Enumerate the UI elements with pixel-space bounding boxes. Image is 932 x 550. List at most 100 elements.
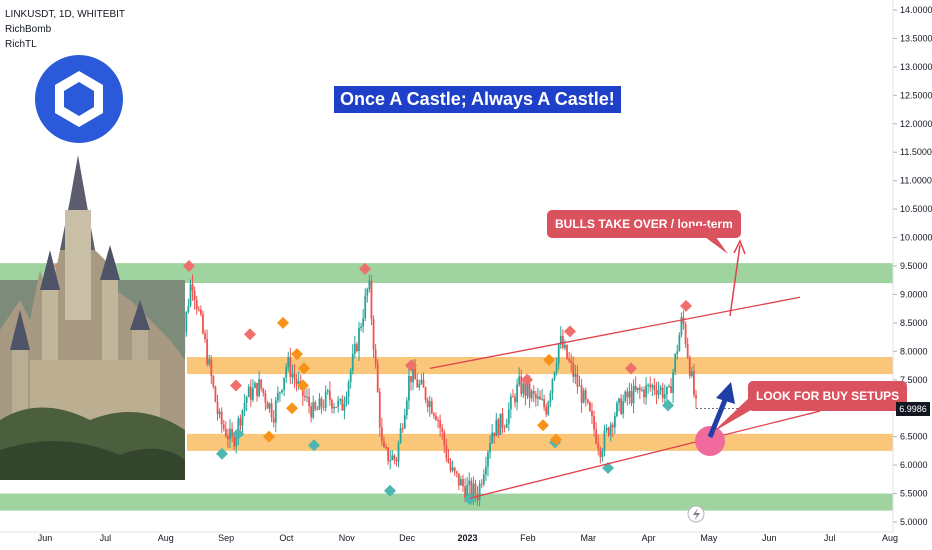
candle-body <box>399 428 402 443</box>
candle-body <box>208 359 211 365</box>
candle-body <box>532 391 535 394</box>
candle-body <box>202 314 204 334</box>
candle-body <box>389 460 392 462</box>
candle-body <box>432 413 435 416</box>
candle-body <box>472 483 475 497</box>
candle-body <box>491 432 494 443</box>
candle-body <box>539 396 541 400</box>
candle-body <box>497 419 500 435</box>
buy-signal-marker <box>308 439 320 452</box>
candle-body <box>328 390 331 401</box>
candle-body <box>347 382 350 398</box>
candle-body <box>197 309 200 311</box>
candle-body <box>574 374 577 377</box>
buy-signal-marker <box>464 493 476 506</box>
candle-body <box>682 317 685 325</box>
candle-body <box>620 398 623 414</box>
candle-body <box>686 344 689 358</box>
candle-body <box>314 402 317 410</box>
candle-body <box>349 370 352 383</box>
candle-body <box>643 389 645 398</box>
candle-body <box>324 391 327 408</box>
candle-body <box>684 324 687 345</box>
indicator-richbomb[interactable]: RichBomb <box>5 24 52 35</box>
candle-body <box>322 407 325 409</box>
candle-body <box>247 386 250 398</box>
candle-body <box>416 379 419 388</box>
candle-body <box>424 387 427 400</box>
candle-body <box>441 427 444 433</box>
y-tick-label: 8.5000 <box>900 318 928 328</box>
candle-body <box>212 376 215 387</box>
candle-body <box>507 409 510 424</box>
candle-body <box>185 311 188 332</box>
symbol-legend[interactable]: LINKUSDT, 1D, WHITEBIT <box>5 9 126 20</box>
candle-body <box>495 419 498 437</box>
candle-body <box>237 418 240 436</box>
candle-body <box>543 399 546 408</box>
candle-body <box>439 419 442 428</box>
candle-body <box>274 400 277 423</box>
candle-body <box>222 424 225 429</box>
candle-body <box>582 390 585 403</box>
candle-body <box>227 436 229 440</box>
candle-body <box>204 333 206 340</box>
candle-body <box>224 428 227 437</box>
candle-body <box>578 385 581 387</box>
y-tick-label: 12.5000 <box>900 90 932 100</box>
candle-body <box>549 393 552 403</box>
candle-body <box>568 358 571 361</box>
y-tick-label: 11.5000 <box>900 147 932 157</box>
x-tick-label: Aug <box>158 533 174 543</box>
indicator-richtl[interactable]: RichTL <box>5 39 37 50</box>
candle-body <box>364 295 367 319</box>
candle-body <box>376 363 379 392</box>
candle-body <box>316 409 319 411</box>
candle-body <box>641 389 643 391</box>
candle-body <box>466 485 469 498</box>
candle-body <box>233 436 236 447</box>
buy-arrow-icon <box>707 382 735 438</box>
candle-body <box>420 379 423 384</box>
y-tick-label: 12.0000 <box>900 119 932 129</box>
candle-body <box>303 395 306 398</box>
sell-signal-marker <box>564 325 576 338</box>
candle-body <box>649 384 652 388</box>
candle-body <box>210 359 213 377</box>
candle-body <box>672 371 675 394</box>
candle-body <box>220 411 223 425</box>
candle-body <box>385 447 387 449</box>
candle-body <box>663 394 666 399</box>
x-tick-label: Jul <box>824 533 836 543</box>
candle-body <box>199 309 202 315</box>
candle-body <box>609 424 612 436</box>
candle-body <box>279 392 281 394</box>
y-tick-label: 9.0000 <box>900 289 928 299</box>
candle-body <box>464 486 466 498</box>
candle-body <box>553 372 556 380</box>
candle-body <box>480 483 483 485</box>
markers-layer <box>54 260 692 506</box>
x-tick-label: Aug <box>882 533 898 543</box>
candle-body <box>266 402 269 409</box>
candle-body <box>231 428 233 437</box>
candle-body <box>312 402 315 418</box>
candle-body <box>688 357 691 376</box>
candle-body <box>580 385 583 403</box>
candle-body <box>189 284 192 306</box>
candle-body <box>308 396 310 407</box>
lightning-icon[interactable] <box>687 505 705 523</box>
candle-body <box>249 386 252 400</box>
candle-body <box>634 385 637 391</box>
buy-callout-pointer <box>713 396 751 432</box>
x-tick-label: 2023 <box>457 533 477 543</box>
pivot-marker <box>543 353 555 366</box>
candle-body <box>397 442 400 462</box>
candle-body <box>337 400 340 408</box>
sell-signal-marker <box>183 260 195 272</box>
candle-body <box>395 459 398 462</box>
y-tick-label: 5.0000 <box>900 517 928 527</box>
candle-body <box>447 457 450 463</box>
candle-body <box>530 391 533 399</box>
